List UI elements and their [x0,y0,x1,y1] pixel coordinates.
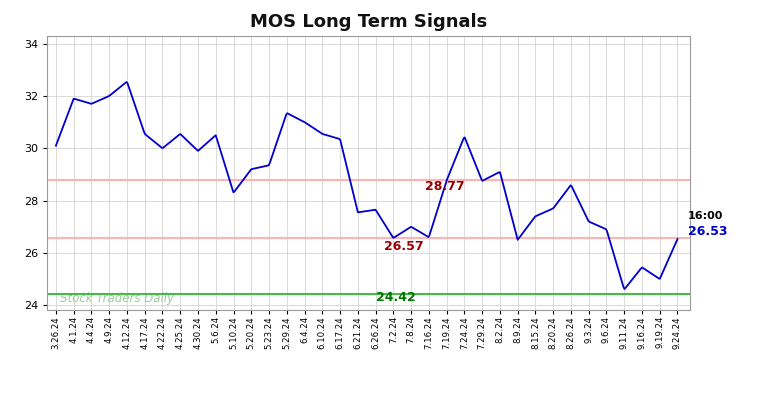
Text: 26.57: 26.57 [384,240,424,253]
Text: Stock Traders Daily: Stock Traders Daily [60,293,174,305]
Text: 24.42: 24.42 [376,291,416,304]
Title: MOS Long Term Signals: MOS Long Term Signals [250,14,487,31]
Text: 16:00: 16:00 [688,211,724,221]
Text: 28.77: 28.77 [425,180,465,193]
Text: 26.53: 26.53 [688,224,728,238]
